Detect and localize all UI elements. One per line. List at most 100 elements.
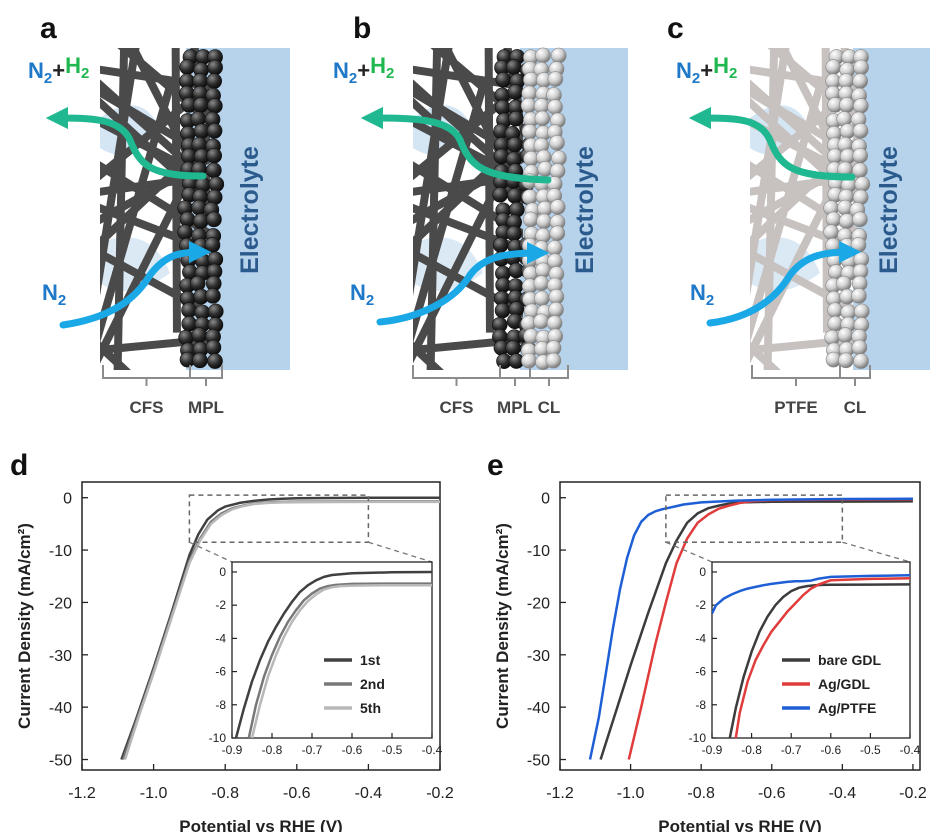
catalyst-particle xyxy=(521,352,537,369)
catalyst-particle xyxy=(533,275,550,292)
catalyst-particle xyxy=(853,303,870,320)
inset-series-line xyxy=(247,582,432,738)
mpl-particle xyxy=(207,59,223,76)
inset-y-tick-label: 0 xyxy=(219,565,226,579)
catalyst-particle xyxy=(853,98,869,114)
mpl-particle xyxy=(492,186,508,203)
series-line xyxy=(123,500,440,760)
catalyst-particle xyxy=(851,339,868,356)
mpl-particle xyxy=(206,211,222,228)
chart-e: e-1.2 -1.0 -0.8 -0.6 -0.4 -0.20-10-20-30-40-5… xyxy=(487,449,927,832)
mpl-particle xyxy=(207,98,223,114)
legend-label: Ag/GDL xyxy=(818,676,871,692)
mpl-particle xyxy=(507,84,524,100)
catalyst-particle xyxy=(549,199,566,215)
mpl-particle xyxy=(505,340,521,356)
electrolyte-label: Electrolyte xyxy=(875,146,903,274)
catalyst-particle xyxy=(839,213,855,229)
mpl-particle xyxy=(205,339,222,356)
panel-b: Electrolyte N2+H2 N2 b CFS MPL CL xyxy=(333,12,628,417)
layer-label: CFS xyxy=(130,398,164,417)
layer-label: CL xyxy=(844,398,867,417)
product-gas-arrow xyxy=(45,106,207,180)
inset-x-tick-label: -0.6 xyxy=(342,743,363,757)
inset-y-tick-label: -10 xyxy=(209,731,227,745)
fiber xyxy=(750,203,860,255)
product-gas-arrow xyxy=(688,106,856,181)
inset-x-tick-label: -0.9 xyxy=(702,743,723,757)
fiber xyxy=(413,161,523,239)
catalyst-particle xyxy=(852,123,869,139)
catalyst-particle xyxy=(839,97,855,113)
catalyst-particle xyxy=(823,224,839,240)
inset-series-line xyxy=(728,583,910,738)
layer-label: PTFE xyxy=(774,398,817,417)
fiber xyxy=(413,203,523,255)
legend-label: 1st xyxy=(360,652,381,668)
mpl-particle xyxy=(177,224,193,240)
inset-x-tick-label: -0.8 xyxy=(741,743,762,757)
catalyst-particle xyxy=(827,315,844,332)
zoom-box xyxy=(665,494,844,543)
panel-letter: c xyxy=(667,12,684,45)
inset-series-line xyxy=(234,570,432,738)
x-tick-label: -1.2 xyxy=(546,785,574,802)
inset-y-tick-label: -10 xyxy=(689,731,707,745)
mpl-particle xyxy=(191,327,208,343)
x-tick-label: -0.6 xyxy=(758,785,786,802)
catalyst-particle xyxy=(852,211,868,228)
inset-x-tick-label: -0.8 xyxy=(262,743,283,757)
layer-bracket xyxy=(412,365,501,379)
x-tick-label: -0.2 xyxy=(899,785,927,802)
catalyst-particle xyxy=(545,352,562,369)
fiber xyxy=(750,80,826,344)
mpl-particle xyxy=(495,71,512,88)
catalyst-particle xyxy=(533,313,549,330)
inset-y-tick-label: -8 xyxy=(695,698,706,712)
inset-y-tick-label: -6 xyxy=(215,665,226,679)
electrolyte-label: Electrolyte xyxy=(236,146,264,274)
product-gas-label: N2+H2 xyxy=(676,53,737,87)
mpl-particle xyxy=(204,237,221,253)
y-tick-label: -30 xyxy=(527,648,550,665)
fiber xyxy=(750,172,860,196)
feed-gas-label: N2 xyxy=(350,280,374,309)
y-tick-label: -40 xyxy=(527,700,550,717)
x-tick-label: -0.6 xyxy=(283,785,311,802)
mpl-particle xyxy=(208,176,225,192)
catalyst-particle xyxy=(534,110,551,127)
mpl-particle xyxy=(508,110,524,127)
inset-series-line xyxy=(250,583,432,738)
mpl-particle xyxy=(192,352,208,369)
mpl-particle xyxy=(193,213,209,229)
catalyst-particle xyxy=(827,302,843,319)
catalyst-particle xyxy=(521,123,538,140)
feed-gas-arrow xyxy=(376,241,550,326)
inset-frame xyxy=(711,561,911,739)
y-tick-label: 0 xyxy=(541,491,550,508)
layer-label: CL xyxy=(538,398,561,417)
catalyst-particle xyxy=(851,288,867,304)
mpl-particle xyxy=(179,211,196,228)
inset-x-tick-label: -0.5 xyxy=(382,743,403,757)
feed-gas-label: N2 xyxy=(690,280,714,309)
inset-y-tick-label: -4 xyxy=(215,631,226,645)
x-tick-label: -0.2 xyxy=(426,785,454,802)
x-axis-label: Potential vs RHE (V) xyxy=(658,817,821,832)
x-tick-label: -1.2 xyxy=(68,785,96,802)
x-tick-label: -1.0 xyxy=(617,785,645,802)
legend-label: Ag/PTFE xyxy=(818,700,876,716)
mpl-particle xyxy=(494,99,511,116)
catalyst-particle xyxy=(535,47,551,64)
inset-x-tick-label: -0.4 xyxy=(422,743,443,757)
zoom-connector xyxy=(368,541,433,563)
fiber xyxy=(484,48,494,333)
product-gas-arrow xyxy=(360,106,552,184)
mpl-particle xyxy=(181,302,197,319)
series-line xyxy=(599,500,913,760)
fiber xyxy=(750,153,860,225)
catalyst-particle xyxy=(825,211,842,228)
layer-label: CFS xyxy=(440,398,474,417)
y-tick-label: -50 xyxy=(49,753,72,770)
